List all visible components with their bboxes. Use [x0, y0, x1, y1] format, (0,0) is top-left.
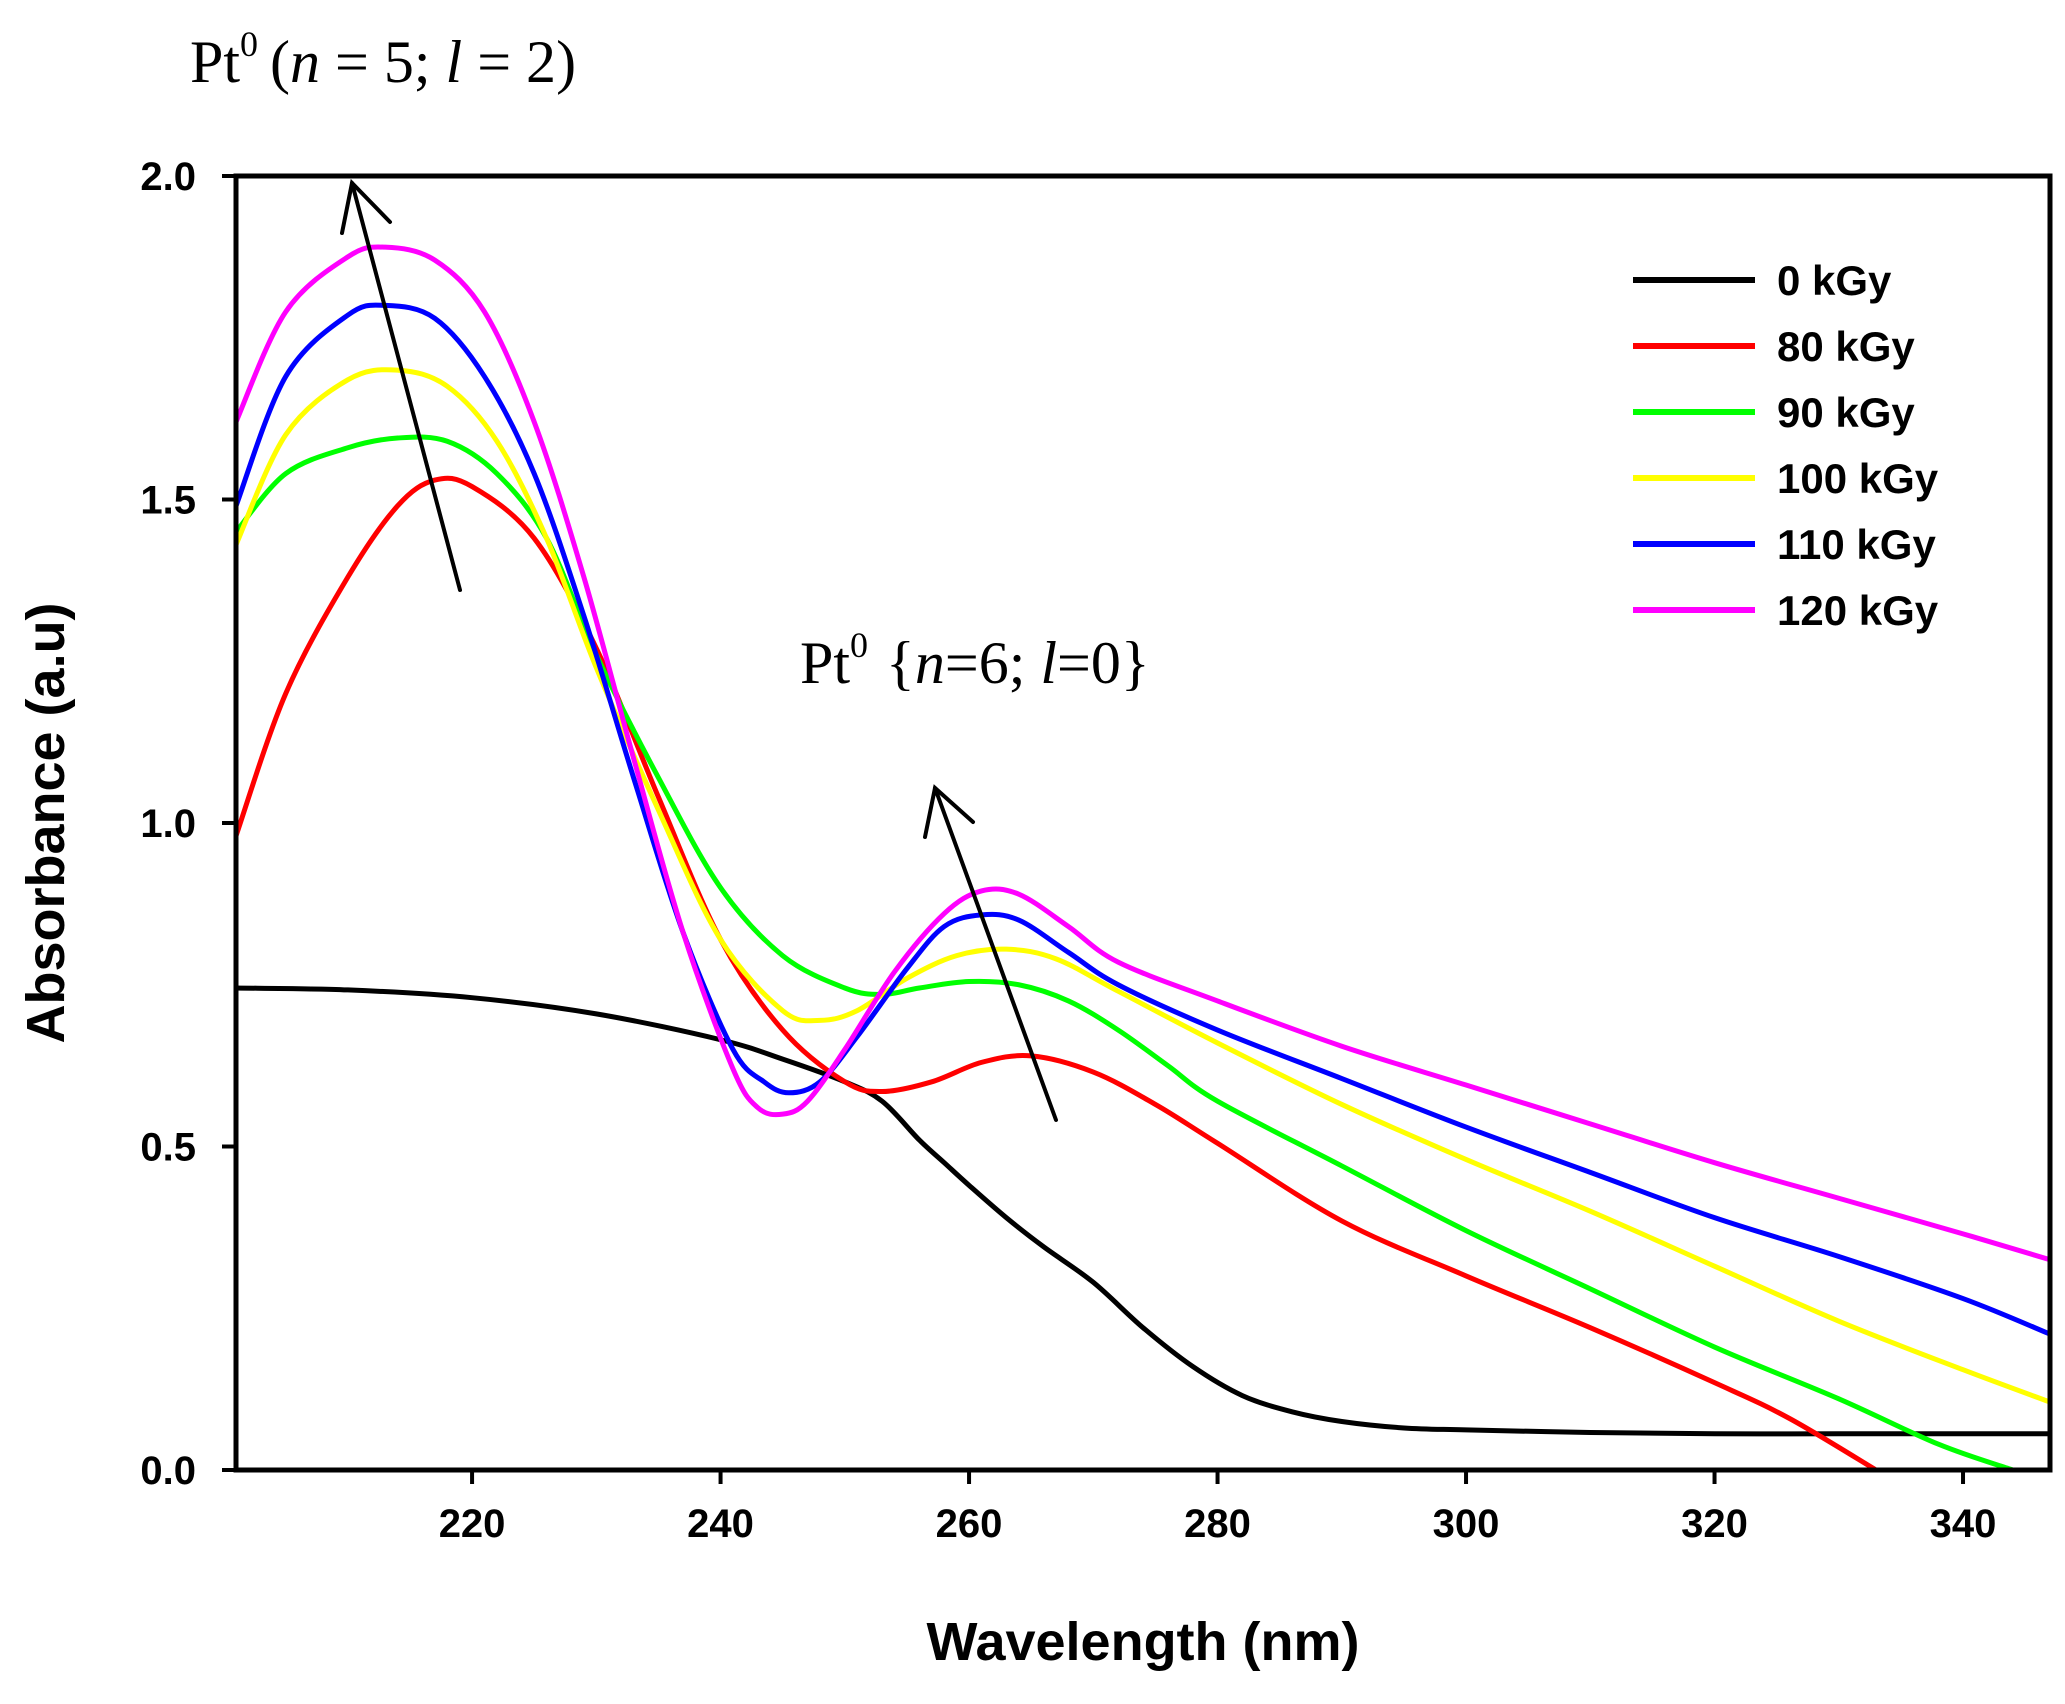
annotation-superscript: 0	[240, 24, 258, 64]
legend-label: 100 kGy	[1777, 455, 1939, 502]
series-line-0-kgy	[236, 985, 2050, 1437]
legend-label: 120 kGy	[1777, 587, 1939, 634]
plot-frame	[233, 173, 2053, 1473]
annotation-pt-n6-l0: Pt0 {n=6; l=0}	[800, 625, 1150, 696]
arrow-peak2	[923, 784, 1058, 1122]
legend-label: 110 kGy	[1777, 521, 1936, 568]
series-line-110-kgy	[236, 302, 2050, 1337]
y-tick-label: 1.5	[140, 479, 196, 523]
annotation-l-eq: = 2	[462, 29, 556, 95]
annotation-n-var: n	[915, 630, 945, 696]
legend-label: 0 kGy	[1777, 257, 1892, 304]
arrow-peak1	[340, 178, 462, 592]
x-tick-label: 220	[439, 1502, 506, 1546]
arrow-peak2-shaft	[933, 786, 1058, 1122]
y-tick-label: 0.5	[140, 1126, 196, 1170]
y-tick-label: 0.0	[140, 1449, 196, 1493]
annotation-base: Pt	[800, 630, 850, 696]
x-tick-label: 280	[1184, 1502, 1251, 1546]
annotation-l-var: l	[1040, 630, 1057, 696]
annotation-superscript: 0	[850, 625, 868, 665]
annotation-pt-n5-l2: Pt0 (n = 5; l = 2)	[190, 24, 576, 95]
annotation-close: }	[1121, 630, 1150, 696]
series-line-90-kgy	[236, 434, 2016, 1470]
x-tick-label: 300	[1433, 1502, 1500, 1546]
axis-ticks: 220 240 260 280 300 320 340 0.0 0.5 1.0 1.5 2.0	[140, 155, 1996, 1546]
arrow-peak2-head	[923, 784, 975, 839]
x-tick-label: 340	[1930, 1502, 1997, 1546]
y-tick-label: 2.0	[140, 155, 196, 199]
series-line-80-kgy	[236, 475, 1879, 1470]
annotation-open: (	[270, 29, 290, 95]
legend-label: 90 kGy	[1777, 389, 1915, 436]
series-line-120-kgy	[236, 244, 2050, 1263]
legend-label: 80 kGy	[1777, 323, 1915, 370]
y-tick-label: 1.0	[140, 802, 196, 846]
x-tick-label: 320	[1681, 1502, 1748, 1546]
annotation-n-var: n	[290, 29, 320, 95]
annotation-base: Pt	[190, 29, 240, 95]
annotation-close: )	[556, 29, 576, 95]
legend: 0 kGy 80 kGy 90 kGy 100 kGy 110 kGy 120 kGy	[1633, 257, 1939, 634]
annotation-n-eq: =6;	[945, 630, 1041, 696]
x-axis-title: Wavelength (nm)	[926, 1612, 1359, 1672]
arrow-peak1-shaft	[350, 181, 462, 592]
x-tick-label: 260	[936, 1502, 1003, 1546]
annotation-l-eq: =0	[1057, 630, 1121, 696]
annotation-l-var: l	[446, 29, 463, 95]
arrow-peak1-head	[340, 178, 392, 235]
x-tick-label: 240	[687, 1502, 754, 1546]
annotation-n-eq: = 5;	[320, 29, 446, 95]
y-axis-title: Absorbance (a.u)	[16, 602, 76, 1043]
annotation-open: {	[886, 630, 915, 696]
